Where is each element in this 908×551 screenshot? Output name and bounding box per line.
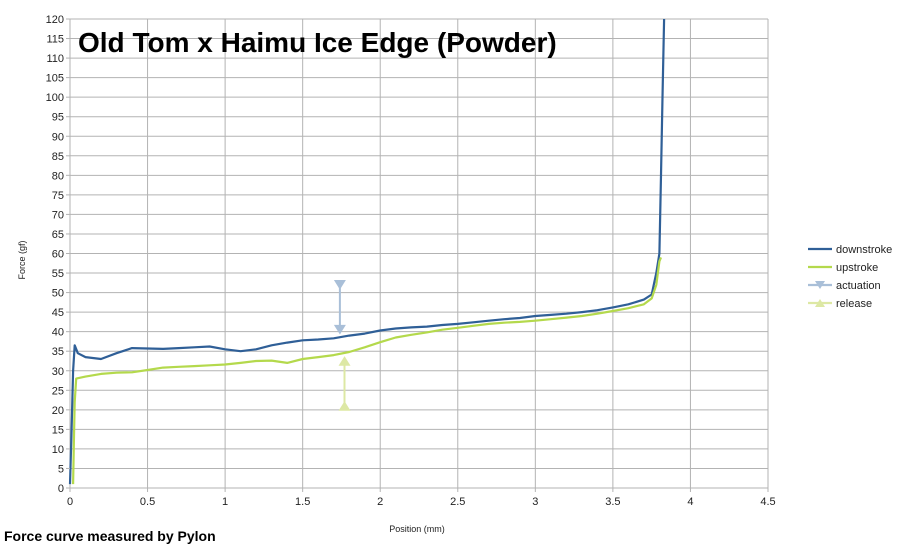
y-tick-label: 75 <box>52 190 64 202</box>
legend-marker-actuation <box>815 281 825 289</box>
y-tick-label: 30 <box>52 366 64 378</box>
legend-marker-release <box>815 299 825 307</box>
x-tick-label: 0 <box>67 496 73 508</box>
x-tick-label: 4 <box>687 496 693 508</box>
y-tick-label: 15 <box>52 424 64 436</box>
series-markers <box>333 279 351 411</box>
footer-note: Force curve measured by Pylon <box>4 528 216 544</box>
y-tick-label: 35 <box>52 346 64 358</box>
legend-label-downstroke: downstroke <box>836 244 892 256</box>
legend: downstroke upstroke actuation release <box>808 244 892 310</box>
x-tick-label: 0.5 <box>140 496 155 508</box>
y-tick-label: 110 <box>46 53 64 65</box>
x-tick-label: 3 <box>532 496 538 508</box>
legend-label-upstroke: upstroke <box>836 262 878 274</box>
axes <box>66 18 769 492</box>
chart-title: Old Tom x Haimu Ice Edge (Powder) <box>78 27 557 58</box>
y-tick-label: 50 <box>52 288 64 300</box>
release-marker <box>338 356 351 366</box>
y-tick-label: 70 <box>52 209 64 221</box>
x-tick-label: 1.5 <box>295 496 310 508</box>
y-tick-label: 80 <box>52 170 64 182</box>
downstroke-line <box>68 18 666 485</box>
gridlines <box>69 18 769 489</box>
y-tick-label: 90 <box>52 131 64 143</box>
upstroke-line <box>72 256 663 485</box>
y-tick-label: 55 <box>52 268 64 280</box>
y-tick-label: 100 <box>46 92 64 104</box>
legend-label-actuation: actuation <box>836 280 881 292</box>
y-tick-label: 40 <box>52 327 64 339</box>
y-tick-label: 10 <box>52 444 64 456</box>
legend-label-release: release <box>836 298 872 310</box>
y-tick-label: 65 <box>52 229 64 241</box>
y-tick-label: 60 <box>52 249 64 261</box>
x-tick-label: 1 <box>222 496 228 508</box>
x-tick-label: 4.5 <box>760 496 775 508</box>
y-tick-label: 20 <box>52 405 64 417</box>
actuation-marker <box>333 279 346 290</box>
release-marker <box>338 401 351 411</box>
y-tick-label: 0 <box>58 483 64 495</box>
tick-labels: 0510152025303540455055606570758085909510… <box>46 14 776 508</box>
y-tick-label: 120 <box>46 14 64 26</box>
x-axis-title: Position (mm) <box>389 524 445 534</box>
y-tick-label: 25 <box>52 385 64 397</box>
y-tick-label: 95 <box>52 112 64 124</box>
x-tick-label: 3.5 <box>605 496 620 508</box>
y-tick-label: 105 <box>46 73 64 85</box>
y-tick-label: 85 <box>52 151 64 163</box>
series-lines <box>68 18 666 485</box>
y-tick-label: 115 <box>46 34 64 46</box>
x-tick-label: 2.5 <box>450 496 465 508</box>
actuation-marker <box>333 324 346 335</box>
y-tick-label: 45 <box>52 307 64 319</box>
y-tick-label: 5 <box>58 463 64 475</box>
x-tick-label: 2 <box>377 496 383 508</box>
y-axis-title: Force (gf) <box>17 240 27 279</box>
